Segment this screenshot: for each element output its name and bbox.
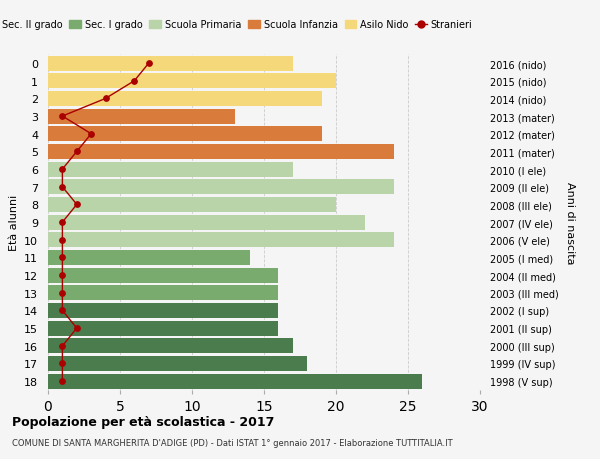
Point xyxy=(58,342,67,350)
Point xyxy=(130,78,139,85)
Point xyxy=(72,325,82,332)
Point xyxy=(58,254,67,262)
Bar xyxy=(48,233,394,248)
Bar xyxy=(48,321,278,336)
Bar xyxy=(48,285,278,301)
Point xyxy=(58,360,67,367)
Point xyxy=(58,166,67,174)
Bar xyxy=(48,92,322,106)
Bar xyxy=(48,251,250,265)
Y-axis label: Anni di nascita: Anni di nascita xyxy=(565,181,575,264)
Bar xyxy=(48,339,293,353)
Text: COMUNE DI SANTA MARGHERITA D'ADIGE (PD) - Dati ISTAT 1° gennaio 2017 - Elaborazi: COMUNE DI SANTA MARGHERITA D'ADIGE (PD) … xyxy=(12,438,452,448)
Bar xyxy=(48,56,293,72)
Bar xyxy=(48,74,336,89)
Bar xyxy=(48,145,394,160)
Point xyxy=(58,307,67,314)
Bar xyxy=(48,180,394,195)
Point xyxy=(58,219,67,226)
Point xyxy=(58,378,67,385)
Point xyxy=(72,148,82,156)
Bar xyxy=(48,197,336,213)
Bar xyxy=(48,162,293,177)
Point xyxy=(72,202,82,209)
Bar xyxy=(48,374,422,389)
Point xyxy=(58,236,67,244)
Bar xyxy=(48,268,278,283)
Point xyxy=(101,95,110,103)
Bar xyxy=(48,127,322,142)
Point xyxy=(58,113,67,120)
Legend: Sec. II grado, Sec. I grado, Scuola Primaria, Scuola Infanzia, Asilo Nido, Stran: Sec. II grado, Sec. I grado, Scuola Prim… xyxy=(0,17,476,34)
Bar xyxy=(48,356,307,371)
Bar xyxy=(48,215,365,230)
Point xyxy=(58,184,67,191)
Point xyxy=(86,131,96,138)
Point xyxy=(58,272,67,279)
Bar xyxy=(48,109,235,124)
Y-axis label: Età alunni: Età alunni xyxy=(8,195,19,251)
Bar xyxy=(48,303,278,318)
Point xyxy=(144,60,154,67)
Text: Popolazione per età scolastica - 2017: Popolazione per età scolastica - 2017 xyxy=(12,415,274,428)
Point xyxy=(58,290,67,297)
